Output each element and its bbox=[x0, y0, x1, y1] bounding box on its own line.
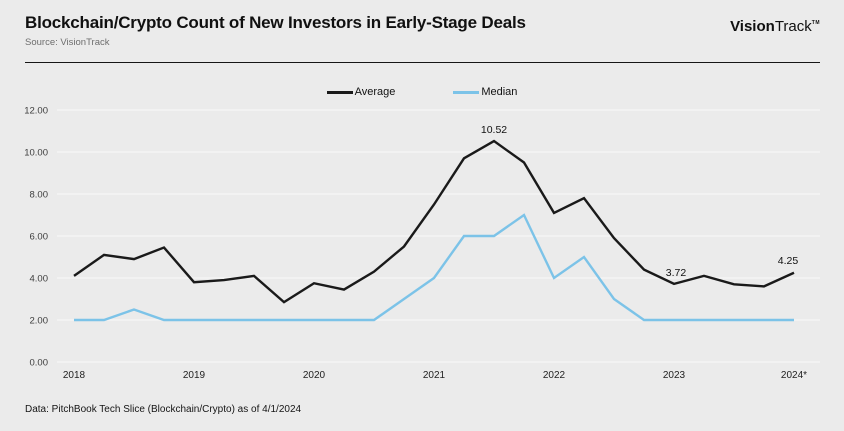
y-tick-label: 8.00 bbox=[30, 190, 49, 201]
data-label: 3.72 bbox=[666, 267, 687, 279]
legend-item-average: Average bbox=[326, 86, 396, 98]
x-tick-label: 2019 bbox=[183, 370, 206, 381]
x-tick-label: 2020 bbox=[303, 370, 326, 381]
legend-line-swatch bbox=[326, 90, 353, 94]
x-tick-label: 2024* bbox=[781, 370, 807, 381]
y-tick-label: 0.00 bbox=[30, 358, 49, 369]
source-label: Source: VisionTrack bbox=[25, 37, 110, 48]
y-tick-label: 10.00 bbox=[24, 148, 48, 159]
legend-label: Average bbox=[354, 86, 396, 98]
footer-note: Data: PitchBook Tech Slice (Blockchain/C… bbox=[25, 404, 302, 415]
data-label: 4.25 bbox=[778, 255, 799, 267]
logo-light-text: Track bbox=[774, 18, 812, 35]
legend-line-swatch bbox=[453, 90, 480, 94]
data-label: 10.52 bbox=[481, 124, 507, 136]
header-divider bbox=[25, 62, 820, 63]
logo-bold-text: Vision bbox=[730, 18, 775, 35]
y-tick-label: 6.00 bbox=[30, 232, 49, 243]
chart-legend: Average Median bbox=[0, 86, 844, 98]
line-chart: 0.00 2.00 4.00 6.00 8.00 10.00 12.00 2018 2019 20… bbox=[24, 106, 820, 381]
trademark-symbol: TM bbox=[811, 20, 820, 26]
legend-label: Median bbox=[481, 86, 518, 98]
median-line bbox=[74, 213, 794, 322]
legend-item-median: Median bbox=[453, 86, 517, 98]
x-tick-label: 2021 bbox=[423, 370, 446, 381]
y-tick-label: 2.00 bbox=[30, 316, 49, 327]
header: Blockchain/Crypto Count of New Investors… bbox=[25, 13, 820, 48]
y-tick-label: 4.00 bbox=[30, 274, 49, 285]
x-tick-label: 2023 bbox=[663, 370, 686, 381]
x-tick-label: 2018 bbox=[63, 370, 86, 381]
average-line bbox=[73, 139, 795, 304]
y-tick-label: 12.00 bbox=[24, 106, 48, 117]
page-title: Blockchain/Crypto Count of New Investors… bbox=[25, 13, 526, 32]
x-tick-label: 2022 bbox=[543, 370, 566, 381]
visiontrack-logo: VisionTrackTM bbox=[730, 18, 820, 35]
